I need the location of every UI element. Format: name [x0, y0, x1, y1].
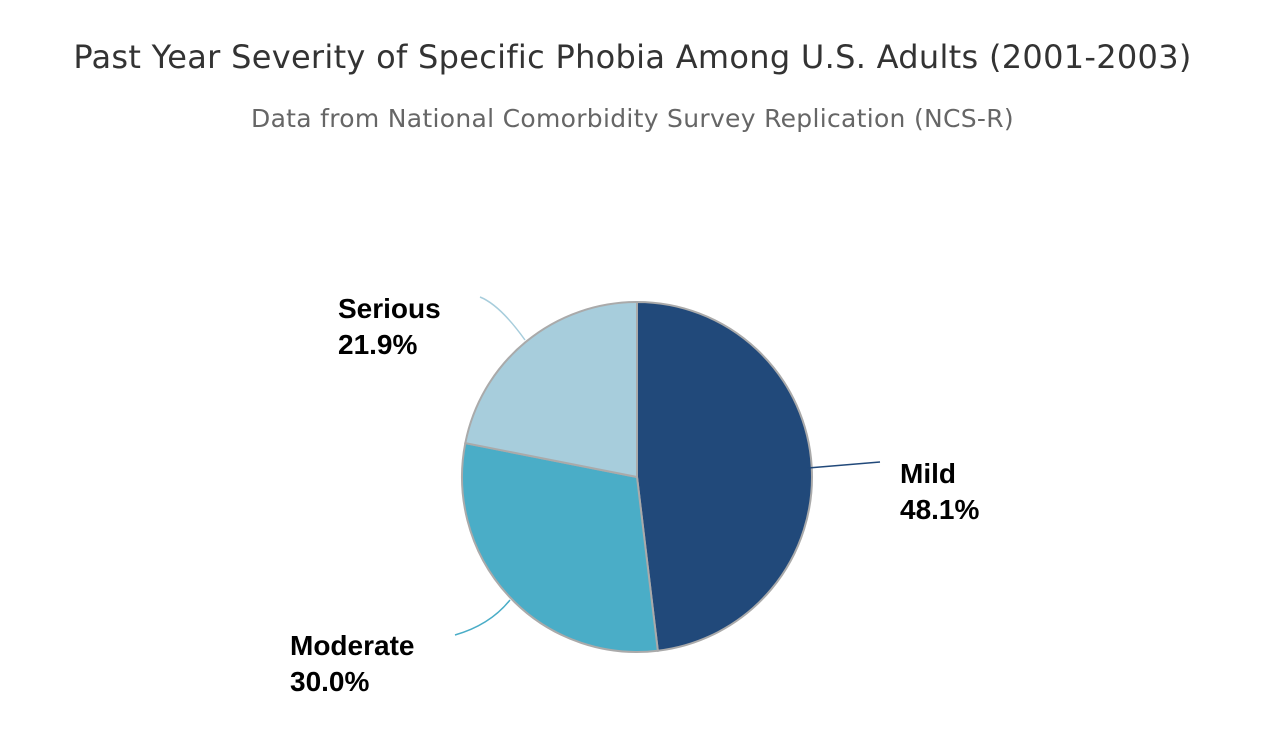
slice-name-label-mild: Mild [900, 458, 956, 489]
slice-value-label-mild: 48.1% [900, 494, 979, 525]
chart-subtitle: Data from National Comorbidity Survey Re… [251, 104, 1014, 133]
pie-slice-mild [636, 300, 813, 652]
slice-value-label-moderate: 30.0% [290, 666, 369, 697]
pie-slice-serious [464, 300, 638, 479]
slice-name-label-serious: Serious [338, 293, 441, 324]
slice-value-label-serious: 21.9% [338, 329, 417, 360]
slice-name-label-moderate: Moderate [290, 630, 414, 661]
pie-slice-moderate [461, 441, 659, 653]
connector-moderate [454, 599, 511, 636]
connector-serious [479, 296, 526, 341]
connector-mild [807, 461, 881, 469]
chart-title: Past Year Severity of Specific Phobia Am… [73, 38, 1192, 76]
